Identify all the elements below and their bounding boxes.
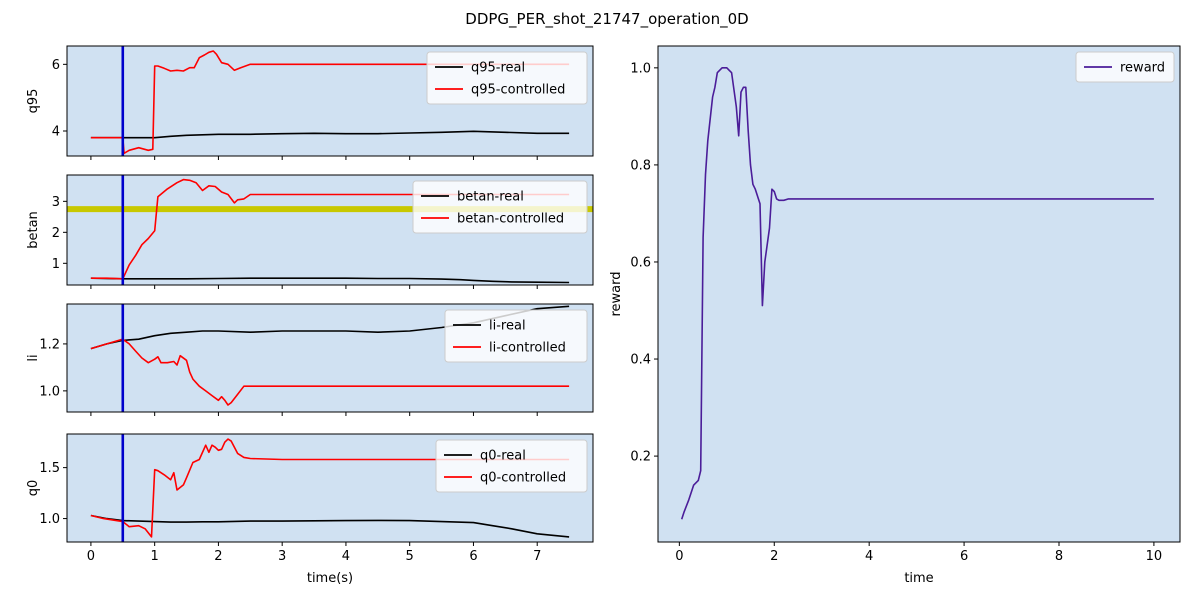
legend-label-betan-real: betan-real — [457, 190, 524, 205]
y-axis-label-betan: betan — [26, 211, 41, 249]
legend-label-reward: reward — [1120, 61, 1165, 76]
series-line-li-controlled — [90, 338, 570, 406]
axes-frame-betan — [66, 174, 594, 286]
legend-box-q95 — [426, 51, 588, 105]
y-tick-label-betan: 1 — [52, 257, 60, 272]
legend-reward: reward — [1075, 51, 1175, 83]
axes-frame-reward — [657, 45, 1181, 543]
axes-frame-q0 — [66, 433, 594, 543]
y-tick-label-reward: 1.0 — [630, 61, 651, 76]
x-tick-label-q0: 6 — [469, 549, 477, 564]
x-tick-label-q0: 5 — [406, 549, 414, 564]
x-tick-label-reward: 4 — [865, 549, 873, 564]
y-tick-label-betan: 3 — [52, 195, 60, 210]
legend-label-betan-controlled: betan-controlled — [457, 212, 564, 227]
series-line-betan-controlled — [90, 178, 570, 280]
axes-frame-q95 — [66, 45, 594, 157]
axes-frame-li — [66, 303, 594, 413]
x-tick-label-reward: 10 — [1146, 549, 1163, 564]
x-tick-label-q0: 7 — [533, 549, 541, 564]
y-axis-label-reward: reward — [609, 271, 624, 316]
y-tick-label-reward: 0.6 — [630, 255, 651, 270]
x-tick-label-reward: 6 — [960, 549, 968, 564]
x-tick-label-reward: 8 — [1055, 549, 1063, 564]
x-tick-label-q0: 0 — [87, 549, 95, 564]
legend-box-betan — [412, 180, 588, 234]
y-tick-label-betan: 2 — [52, 226, 60, 241]
legend-label-q95-real: q95-real — [471, 61, 525, 76]
data-layer-q0 — [90, 434, 570, 542]
series-line-q0-real — [90, 514, 570, 538]
axes-betan: 1 2 3 betan betan-real betan-controlled — [26, 174, 594, 289]
y-tick-label-q0: 1.0 — [39, 512, 60, 527]
series-line-q0-controlled — [90, 438, 570, 538]
panels: 4 6 q95 q95-real q95-controlled 1 2 3 betan betan… — [26, 45, 1181, 586]
legend-betan: betan-real betan-controlled — [412, 180, 588, 234]
data-layer-q95 — [90, 46, 570, 156]
x-tick-label-q0: 2 — [214, 549, 222, 564]
y-tick-label-q95: 6 — [52, 58, 60, 73]
y-axis-label-li: li — [26, 354, 41, 361]
axes-reward: 0 2 4 6 8 10 0.2 0.4 0.6 0.8 1.0 time reward reward — [609, 45, 1181, 586]
legend-box-reward — [1075, 51, 1175, 83]
x-axis-label-reward: time — [904, 571, 933, 586]
figure-title: DDPG_PER_shot_21747_operation_0D — [465, 10, 748, 29]
x-tick-label-reward: 2 — [770, 549, 778, 564]
x-tick-label-q0: 3 — [278, 549, 286, 564]
series-line-q95-real — [90, 130, 570, 139]
x-tick-label-q0: 4 — [342, 549, 350, 564]
y-tick-label-reward: 0.8 — [630, 158, 651, 173]
legend-label-q95-controlled: q95-controlled — [471, 83, 565, 98]
legend-box-li — [444, 309, 588, 363]
y-tick-label-q95: 4 — [52, 125, 60, 140]
legend-label-li-real: li-real — [489, 319, 526, 334]
y-tick-label-li: 1.0 — [39, 384, 60, 399]
series-line-betan-real — [90, 277, 570, 284]
axes-li: 1.0 1.2 li li-real li-controlled — [26, 303, 594, 416]
y-tick-label-q0: 1.5 — [39, 461, 60, 476]
y-tick-label-li: 1.2 — [39, 337, 60, 352]
x-tick-label-reward: 0 — [675, 549, 683, 564]
y-axis-label-q95: q95 — [26, 89, 41, 114]
x-axis-label-q0: time(s) — [307, 571, 353, 586]
plot-area-reward — [658, 46, 1180, 542]
series-line-q95-controlled — [90, 50, 570, 155]
y-axis-label-q0: q0 — [26, 480, 41, 497]
legend-q0: q0-real q0-controlled — [435, 439, 588, 493]
y-tick-label-reward: 0.4 — [630, 353, 651, 368]
legend-label-q0-real: q0-real — [480, 449, 526, 464]
axes-q95: 4 6 q95 q95-real q95-controlled — [26, 45, 594, 160]
y-tick-label-reward: 0.2 — [630, 450, 651, 465]
legend-box-q0 — [435, 439, 588, 493]
axes-q0: 0 1 2 3 4 5 6 7 1.0 1.5 time(s) q0 q0-real q0-control… — [26, 433, 594, 586]
legend-label-li-controlled: li-controlled — [489, 341, 566, 356]
legend-q95: q95-real q95-controlled — [426, 51, 588, 105]
x-tick-label-q0: 1 — [151, 549, 159, 564]
series-line-reward — [680, 67, 1154, 520]
legend-label-q0-controlled: q0-controlled — [480, 471, 566, 486]
data-layer-reward — [680, 67, 1154, 520]
legend-li: li-real li-controlled — [444, 309, 588, 363]
